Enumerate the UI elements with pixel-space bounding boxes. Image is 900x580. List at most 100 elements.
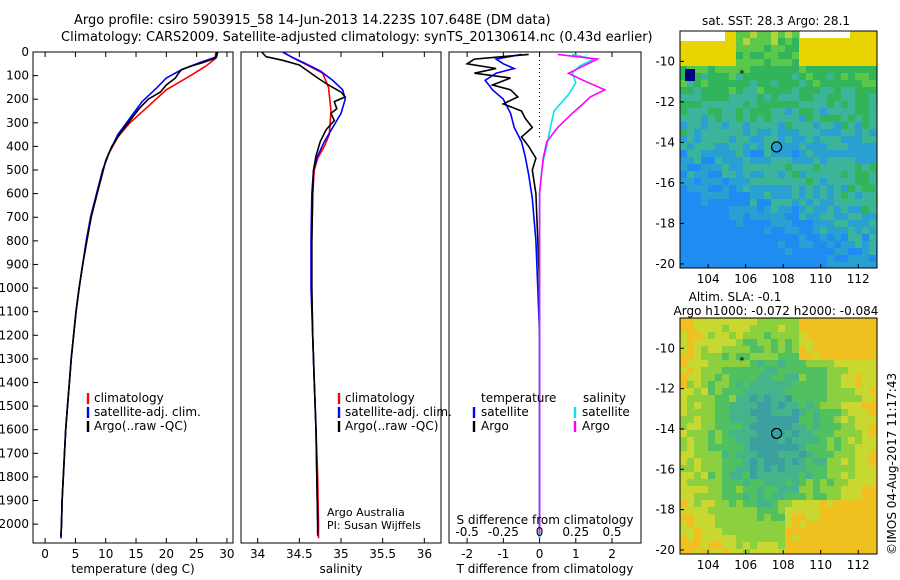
map-title: sat. SST: 28.3 Argo: 28.1 <box>702 14 850 28</box>
map-cell <box>680 248 687 255</box>
map-cell <box>820 108 827 115</box>
map-cell <box>750 192 757 199</box>
map-cell <box>764 318 771 325</box>
map-cell <box>750 542 757 549</box>
map-subtitle: Argo h1000: -0.072 h2000: -0.084 <box>674 304 879 318</box>
map-cell <box>799 388 806 395</box>
map-cell <box>834 52 841 59</box>
map-cell <box>848 164 855 171</box>
map-cell <box>743 192 750 199</box>
map-cell <box>834 353 841 360</box>
map-cell <box>806 430 813 437</box>
map-cell <box>820 178 827 185</box>
map-cell <box>771 430 778 437</box>
map-cell <box>715 122 722 129</box>
map-cell <box>862 507 869 514</box>
map-cell <box>855 521 862 528</box>
map-cell <box>799 213 806 220</box>
map-cell <box>799 332 806 339</box>
y-tick-label: 800 <box>6 234 29 248</box>
chart-title-line1: Argo profile: csiro 5903915_58 14-Jun-20… <box>74 13 551 28</box>
map-cell <box>736 346 743 353</box>
map-cell <box>715 451 722 458</box>
map-cell <box>806 220 813 227</box>
map-cell <box>764 514 771 521</box>
map-raster <box>680 318 877 554</box>
map-cell <box>799 346 806 353</box>
map-cell <box>848 416 855 423</box>
map-cell <box>785 206 792 213</box>
map-cell <box>778 227 785 234</box>
map-cell <box>701 59 708 66</box>
map-cell <box>785 416 792 423</box>
map-cell <box>792 465 799 472</box>
map-cell <box>722 353 729 360</box>
plot-frame <box>240 51 442 544</box>
map-cell <box>799 129 806 136</box>
map-cell <box>792 353 799 360</box>
map-cell <box>827 136 834 143</box>
map-cell <box>701 430 708 437</box>
map-cell <box>764 493 771 500</box>
map-cell <box>799 472 806 479</box>
map-cell <box>701 178 708 185</box>
map-cell <box>855 465 862 472</box>
map-cell <box>841 486 848 493</box>
map-cell <box>778 339 785 346</box>
map-cell <box>694 353 701 360</box>
map-cell <box>743 549 750 554</box>
map-cell <box>869 507 876 514</box>
map-cell <box>785 472 792 479</box>
map-cell <box>708 66 715 73</box>
map-cell <box>785 514 792 521</box>
map-cell <box>813 80 820 87</box>
map-cell <box>862 388 869 395</box>
map-cell <box>722 507 729 514</box>
map-cell <box>687 234 694 241</box>
map-cell <box>848 395 855 402</box>
map-cell <box>764 542 771 549</box>
map-cell <box>841 255 848 262</box>
map-cell <box>869 339 876 346</box>
map-cell <box>764 101 771 108</box>
map-cell <box>813 66 820 73</box>
map-cell <box>694 52 701 59</box>
map-cell <box>729 192 736 199</box>
map-cell <box>729 549 736 554</box>
map-cell <box>799 514 806 521</box>
map-cell <box>813 227 820 234</box>
map-cell <box>743 108 750 115</box>
map-cell <box>680 213 687 220</box>
map-cell <box>701 73 708 80</box>
map-cell <box>827 451 834 458</box>
map-cell <box>848 507 855 514</box>
map-cell <box>757 472 764 479</box>
map-cell <box>680 423 687 430</box>
map-cell <box>813 493 820 500</box>
map-cell <box>834 178 841 185</box>
map-cell <box>869 402 876 409</box>
map-cell <box>792 500 799 507</box>
y-tick-label: 0 <box>21 45 29 59</box>
map-cell <box>799 150 806 157</box>
map-cell <box>820 374 827 381</box>
map-cell <box>855 472 862 479</box>
map-cell <box>771 262 778 268</box>
map-cell <box>757 451 764 458</box>
map-cell <box>729 542 736 549</box>
map-cell <box>813 325 820 332</box>
map-cell <box>750 479 757 486</box>
map-cell <box>750 514 757 521</box>
map-cell <box>715 353 722 360</box>
map-cell <box>750 171 757 178</box>
map-cell <box>750 486 757 493</box>
map-cell <box>743 493 750 500</box>
map-cell <box>743 150 750 157</box>
map-cell <box>722 213 729 220</box>
map-cell <box>750 52 757 59</box>
map-cell <box>764 255 771 262</box>
map-cell <box>750 500 757 507</box>
map-cell <box>750 374 757 381</box>
map-cell <box>771 255 778 262</box>
map-cell <box>862 94 869 101</box>
